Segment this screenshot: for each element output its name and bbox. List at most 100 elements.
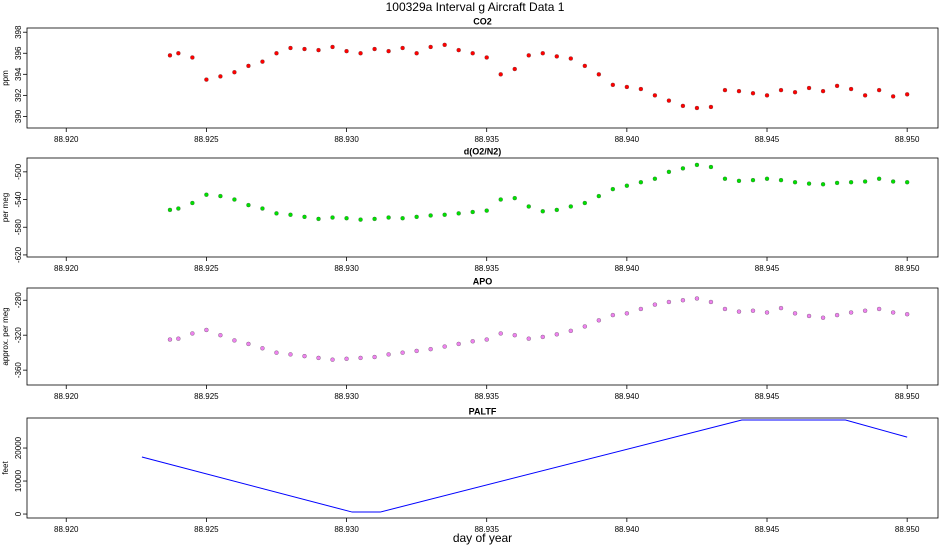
point xyxy=(400,45,405,51)
y-tick-label: 20000 xyxy=(14,436,23,459)
point xyxy=(428,213,433,218)
point xyxy=(820,89,826,94)
point xyxy=(638,306,644,312)
point xyxy=(708,104,714,110)
point xyxy=(358,217,363,222)
point xyxy=(218,74,223,79)
x-tick-label: 88.920 xyxy=(54,392,79,401)
x-tick-label: 88.930 xyxy=(334,135,359,144)
point xyxy=(470,209,475,215)
point xyxy=(372,46,377,52)
point xyxy=(750,91,756,96)
x-tick-label: 88.930 xyxy=(334,525,359,534)
point xyxy=(596,193,601,199)
point xyxy=(400,350,405,355)
point xyxy=(316,216,321,222)
point xyxy=(638,86,644,92)
point xyxy=(428,44,433,50)
point xyxy=(498,331,503,336)
point xyxy=(792,90,798,95)
point xyxy=(778,87,784,93)
point xyxy=(176,336,181,341)
point xyxy=(778,305,784,311)
point xyxy=(288,212,293,217)
point xyxy=(680,166,686,171)
point xyxy=(582,63,587,69)
plot-frame xyxy=(26,27,939,129)
point xyxy=(891,310,896,315)
x-tick-label: 88.945 xyxy=(755,135,780,144)
point xyxy=(358,355,363,361)
point xyxy=(722,176,728,181)
x-tick-label: 88.925 xyxy=(194,525,219,534)
point xyxy=(778,178,784,183)
point xyxy=(484,337,489,342)
point xyxy=(372,216,377,222)
panel-title: d(O2/N2) xyxy=(464,146,502,156)
point xyxy=(891,94,896,99)
point xyxy=(246,341,251,347)
point xyxy=(512,66,517,72)
x-tick-label: 88.945 xyxy=(755,525,780,534)
point xyxy=(386,215,391,220)
point xyxy=(344,216,349,221)
y-tick-label: -360 xyxy=(14,362,23,379)
point xyxy=(386,352,391,357)
y-axis-label: feet xyxy=(1,461,10,475)
point xyxy=(694,162,700,168)
y-tick-label: -620 xyxy=(14,246,23,263)
point xyxy=(204,77,209,82)
x-tick-label: 88.940 xyxy=(615,392,640,401)
y-tick-label: 394 xyxy=(14,67,23,81)
point xyxy=(610,312,615,318)
point xyxy=(386,49,391,54)
point xyxy=(246,202,251,208)
point xyxy=(330,215,335,220)
point xyxy=(232,338,237,343)
point xyxy=(414,214,419,219)
point xyxy=(764,176,770,181)
x-tick-label: 88.935 xyxy=(474,525,499,534)
point xyxy=(736,89,742,94)
point xyxy=(876,176,882,181)
panel-title: CO2 xyxy=(473,16,492,26)
point xyxy=(190,331,195,336)
point xyxy=(498,72,503,77)
point xyxy=(891,179,896,184)
point xyxy=(624,311,630,316)
point xyxy=(834,312,840,318)
point xyxy=(610,82,615,87)
y-tick-label: 392 xyxy=(14,88,23,102)
point xyxy=(862,308,868,313)
point xyxy=(167,207,173,213)
point xyxy=(484,55,489,60)
point xyxy=(400,216,405,221)
point xyxy=(274,51,279,56)
point xyxy=(806,181,812,186)
point xyxy=(638,180,644,185)
point xyxy=(905,312,910,317)
point xyxy=(344,356,349,361)
panel-title: APO xyxy=(473,276,493,286)
point xyxy=(554,54,559,59)
x-tick-label: 88.920 xyxy=(54,135,79,144)
point xyxy=(428,347,433,352)
point xyxy=(246,63,251,69)
point xyxy=(582,324,587,329)
point xyxy=(680,298,686,303)
x-tick-label: 88.945 xyxy=(755,264,780,273)
x-tick-label: 88.930 xyxy=(334,392,359,401)
point xyxy=(876,87,882,93)
point xyxy=(302,46,307,52)
y-tick-label: -540 xyxy=(14,191,23,208)
x-tick-label: 88.935 xyxy=(474,392,499,401)
point xyxy=(708,164,714,170)
point xyxy=(792,180,798,185)
x-tick-label: 88.950 xyxy=(895,135,920,144)
point xyxy=(176,206,181,211)
x-tick-label: 88.945 xyxy=(755,392,780,401)
point xyxy=(414,348,419,354)
point xyxy=(806,313,812,319)
point xyxy=(167,53,173,58)
point xyxy=(218,333,223,338)
